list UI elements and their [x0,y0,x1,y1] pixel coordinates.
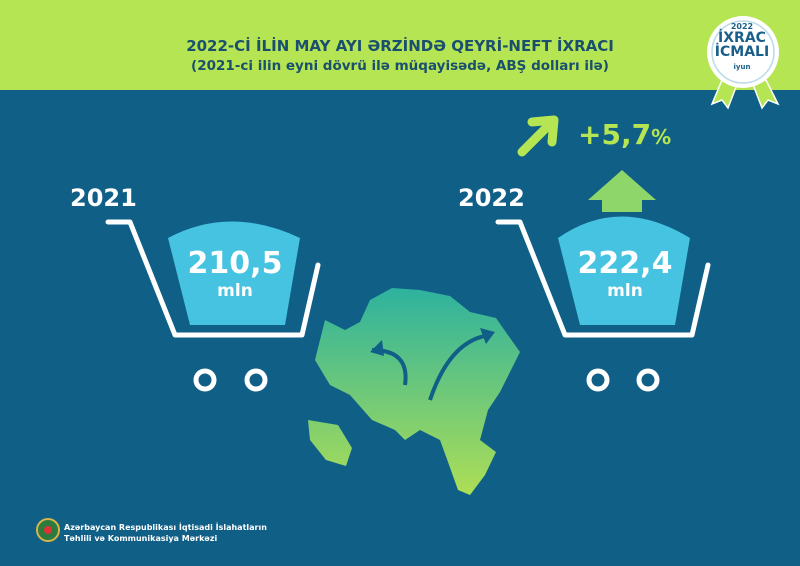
badge-line2: İCMALI [714,44,770,60]
basket-2022 [558,216,690,325]
page-title: 2022-Cİ İLİN MAY AYI ƏRZİNDƏ QEYRİ-NEFT … [186,37,614,55]
badge-line1: İXRAC [718,30,766,46]
value-2021-unit: mln [217,281,253,301]
wheel-icon [586,368,610,392]
cart-2021-icon [105,219,321,338]
value-2022-unit: mln [607,281,643,301]
cart-2022-icon [495,219,711,338]
growth-unit: % [651,125,672,149]
footer-line1: Azərbaycan Respublikası İqtisadi İslahat… [64,523,267,532]
wheel-icon [244,368,268,392]
arrow-up-right-icon [517,115,559,157]
map-arrowhead-icon [480,328,495,344]
header-band [0,0,800,90]
badge-month: iyun [733,63,751,71]
year-2022-label: 2022 [458,184,525,212]
growth-percent: +5,7% [578,118,671,151]
page-subtitle: (2021-ci ilin eyni dövrü ilə müqayisədə,… [191,58,609,74]
azerbaijan-map [308,288,520,495]
emblem-flame-icon [44,526,52,534]
wheel-icon [636,368,660,392]
value-2022-number: 222,4 [577,246,673,281]
value-2022: 222,4 mln [555,246,695,301]
export-review-badge: 2022 İXRAC İCMALI iyun [706,18,778,71]
growth-value: +5,7 [578,118,652,151]
map-arrow-icon [428,333,491,401]
badge-ribbon-icon [707,16,780,110]
wheel-icon [193,368,217,392]
year-2021-label: 2021 [70,184,137,212]
map-arrowhead-icon [370,340,384,356]
footer-organization: Azərbaycan Respublikası İqtisadi İslahat… [64,522,267,544]
value-2021: 210,5 mln [165,246,305,301]
value-2021-number: 210,5 [187,246,283,281]
growth-arrow-icon [588,170,656,212]
badge-year: 2022 [730,22,754,31]
footer-line2: Təhlili və Kommunikasiya Mərkəzi [64,534,218,543]
basket-2021 [168,221,300,325]
